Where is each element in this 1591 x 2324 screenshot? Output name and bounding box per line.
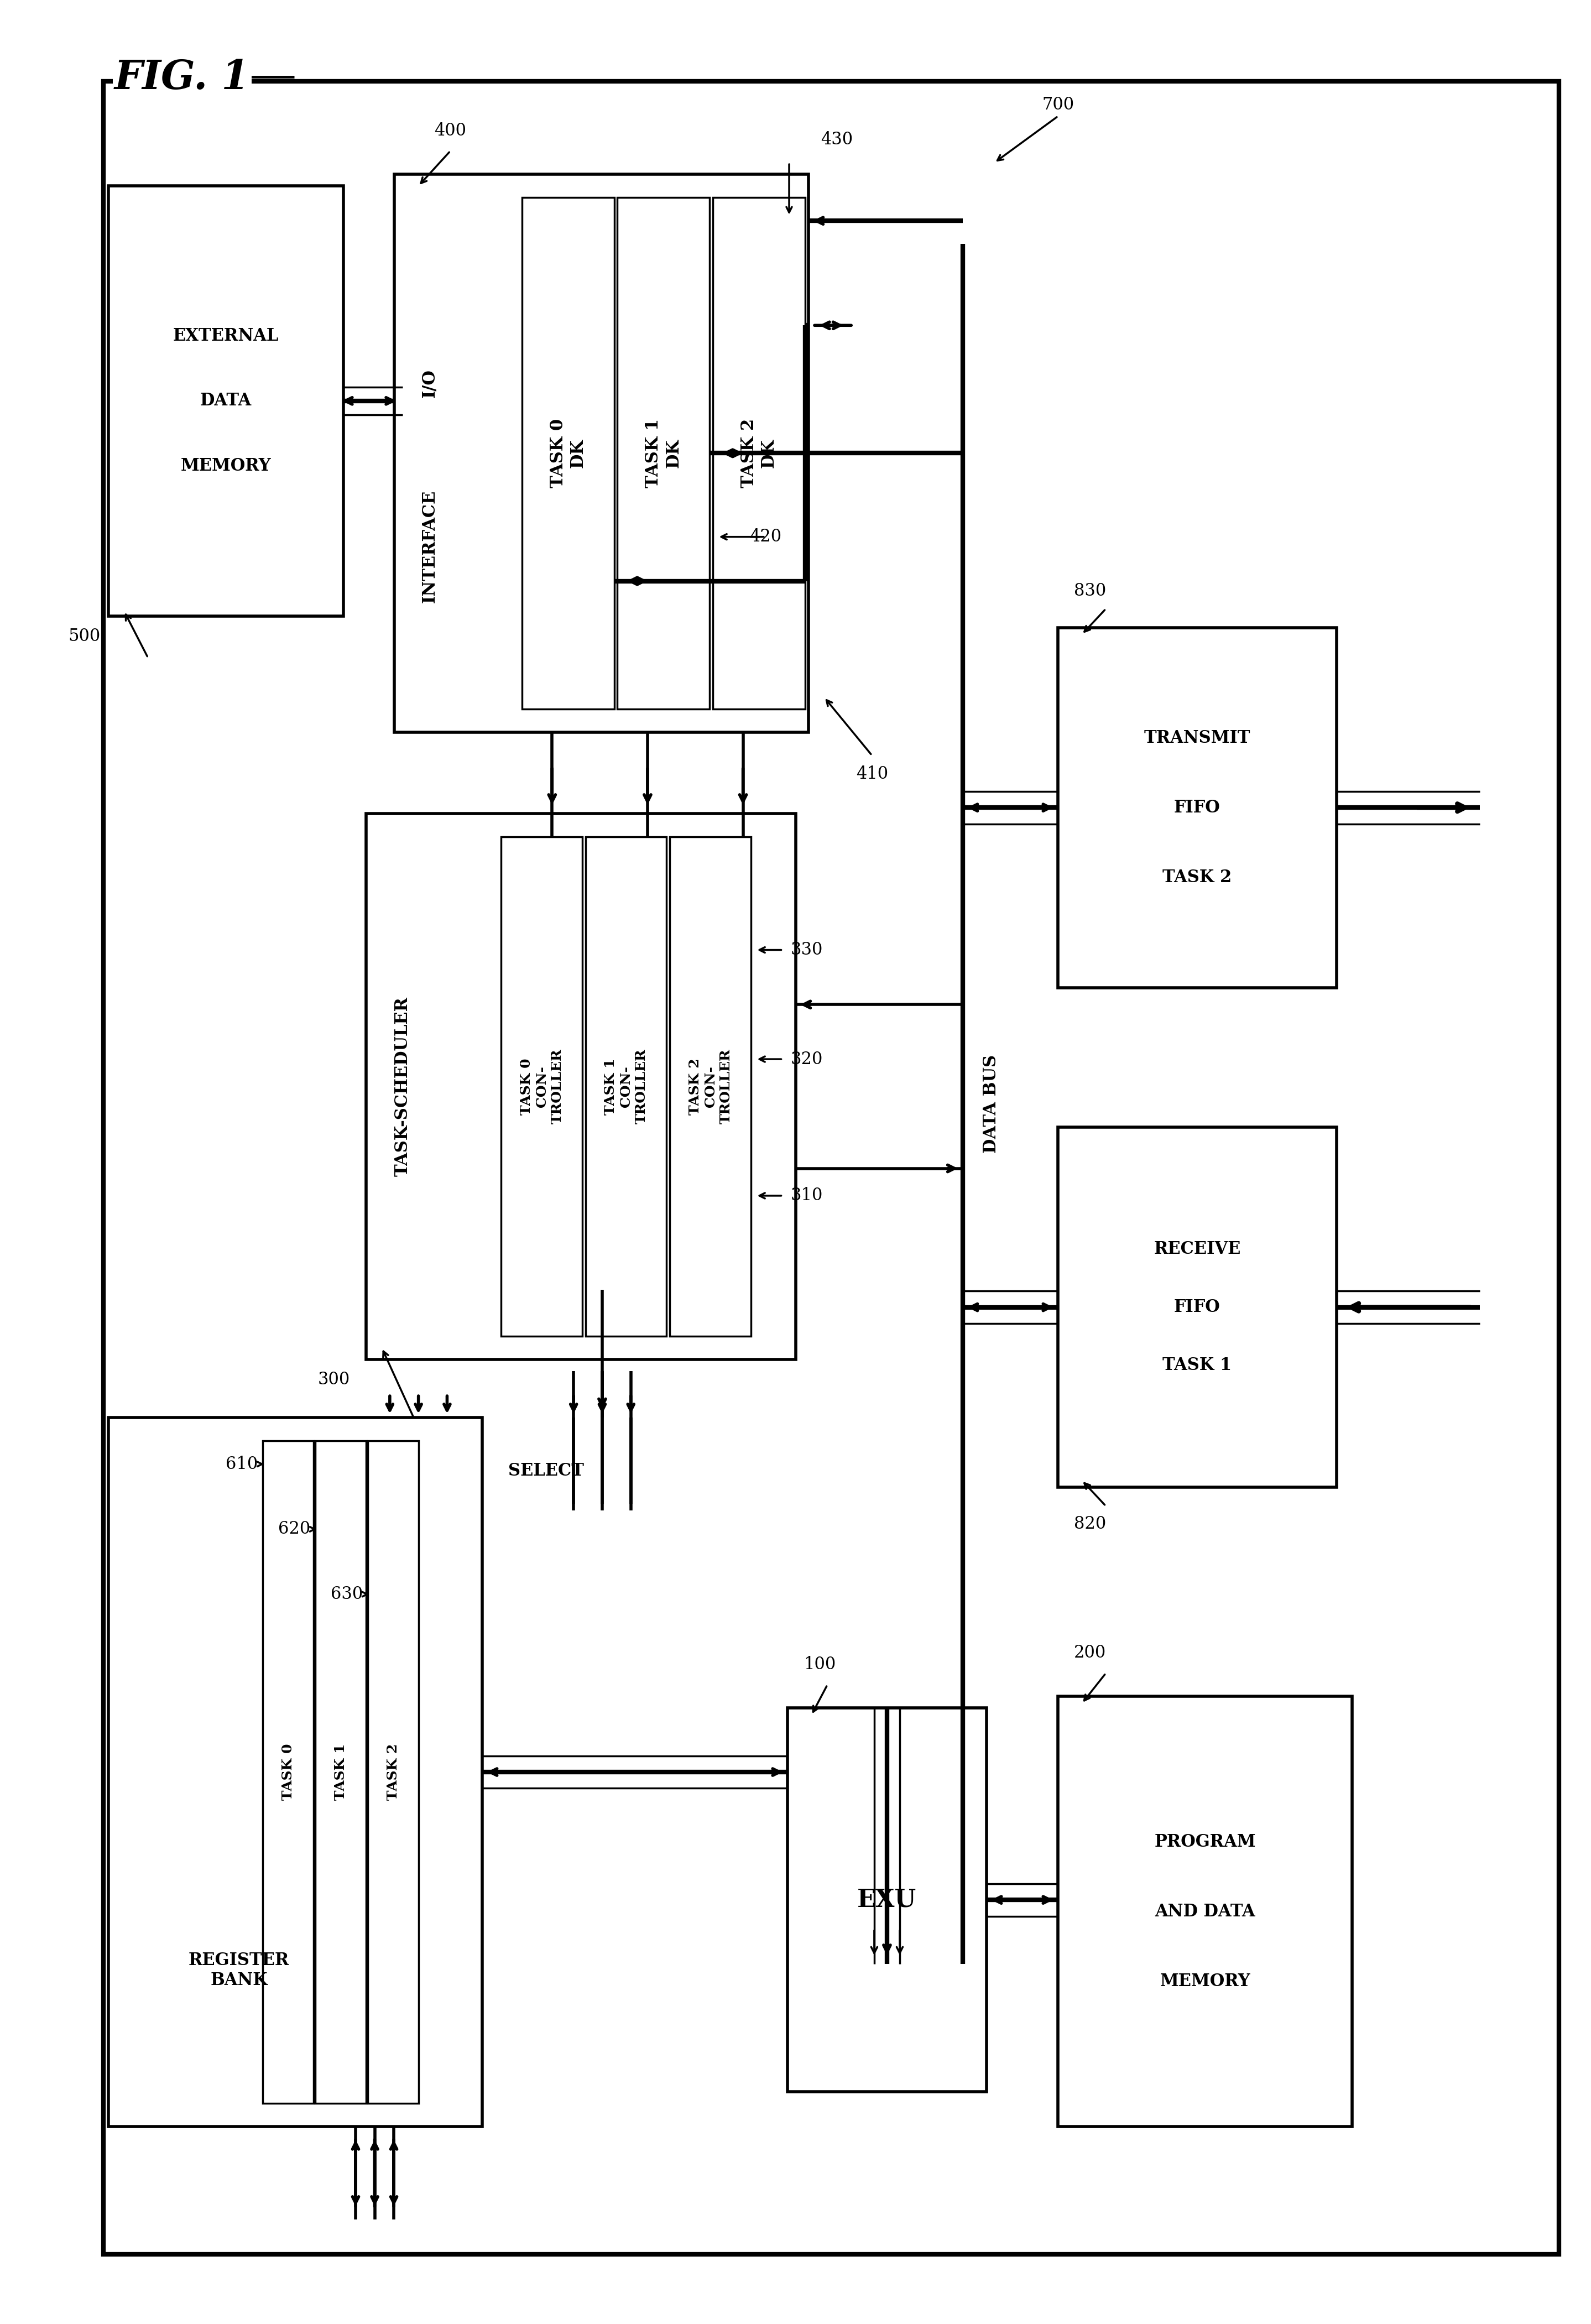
Bar bbox=[585, 837, 667, 1336]
Text: TASK 1
DK: TASK 1 DK bbox=[644, 418, 683, 488]
Text: DATA: DATA bbox=[200, 393, 251, 409]
Text: 500: 500 bbox=[68, 627, 100, 644]
Text: 400: 400 bbox=[434, 123, 466, 139]
Text: TASK 1: TASK 1 bbox=[334, 1743, 347, 1801]
Bar bbox=[108, 1418, 482, 2126]
Bar bbox=[108, 186, 344, 616]
Text: TASK 2: TASK 2 bbox=[1163, 869, 1231, 885]
Text: TASK 1: TASK 1 bbox=[1163, 1357, 1231, 1373]
Text: TASK 2
CON-
TROLLER: TASK 2 CON- TROLLER bbox=[689, 1048, 732, 1125]
Text: MEMORY: MEMORY bbox=[181, 458, 270, 474]
Text: EXTERNAL: EXTERNAL bbox=[173, 328, 278, 344]
Text: MEMORY: MEMORY bbox=[1160, 1973, 1251, 1989]
Text: SELECT: SELECT bbox=[509, 1462, 584, 1480]
Text: 420: 420 bbox=[749, 528, 781, 546]
Text: 200: 200 bbox=[1074, 1645, 1106, 1662]
Text: 830: 830 bbox=[1074, 583, 1106, 600]
Text: TASK 1
CON-
TROLLER: TASK 1 CON- TROLLER bbox=[605, 1048, 648, 1125]
Text: TRANSMIT: TRANSMIT bbox=[1144, 730, 1251, 746]
Text: 300: 300 bbox=[318, 1371, 350, 1387]
Text: RECEIVE: RECEIVE bbox=[1153, 1241, 1241, 1257]
Text: I/O: I/O bbox=[422, 370, 438, 397]
Text: INTERFACE: INTERFACE bbox=[422, 490, 438, 602]
Bar bbox=[788, 1708, 986, 2092]
Text: TASK 2
DK: TASK 2 DK bbox=[740, 418, 778, 488]
Bar bbox=[617, 198, 710, 709]
Text: 630: 630 bbox=[331, 1585, 363, 1604]
Bar bbox=[1058, 1127, 1336, 1487]
Text: TASK 0: TASK 0 bbox=[282, 1743, 294, 1801]
Text: REGISTER
BANK: REGISTER BANK bbox=[189, 1952, 290, 1989]
Bar bbox=[315, 1441, 366, 2103]
Text: PROGRAM: PROGRAM bbox=[1155, 1834, 1255, 1850]
Text: 410: 410 bbox=[856, 765, 888, 783]
Text: 430: 430 bbox=[821, 130, 853, 149]
Text: 820: 820 bbox=[1074, 1515, 1106, 1532]
Text: 330: 330 bbox=[791, 941, 823, 957]
Bar bbox=[263, 1441, 313, 2103]
Text: TASK 0
CON-
TROLLER: TASK 0 CON- TROLLER bbox=[520, 1048, 563, 1125]
Bar bbox=[713, 198, 805, 709]
Text: AND DATA: AND DATA bbox=[1155, 1903, 1255, 1920]
Bar bbox=[366, 813, 796, 1360]
Bar bbox=[1058, 1697, 1352, 2126]
Bar bbox=[522, 198, 614, 709]
Text: 610: 610 bbox=[226, 1455, 258, 1473]
Bar bbox=[1058, 627, 1336, 988]
Text: FIFO: FIFO bbox=[1174, 1299, 1220, 1315]
Text: 310: 310 bbox=[791, 1188, 823, 1204]
Text: 700: 700 bbox=[1042, 95, 1074, 114]
Text: TASK 0
DK: TASK 0 DK bbox=[549, 418, 587, 488]
Text: 620: 620 bbox=[278, 1520, 310, 1538]
Text: TASK-SCHEDULER: TASK-SCHEDULER bbox=[395, 997, 410, 1176]
Text: 320: 320 bbox=[791, 1050, 823, 1067]
Text: FIFO: FIFO bbox=[1174, 799, 1220, 816]
Text: EXU: EXU bbox=[858, 1887, 916, 1913]
Bar bbox=[670, 837, 751, 1336]
Bar bbox=[395, 174, 808, 732]
Text: 100: 100 bbox=[803, 1657, 835, 1673]
Text: DATA BUS: DATA BUS bbox=[983, 1055, 999, 1153]
Text: FIG. 1: FIG. 1 bbox=[115, 58, 250, 98]
Text: TASK 2: TASK 2 bbox=[387, 1743, 399, 1801]
Bar bbox=[501, 837, 582, 1336]
Bar bbox=[368, 1441, 418, 2103]
